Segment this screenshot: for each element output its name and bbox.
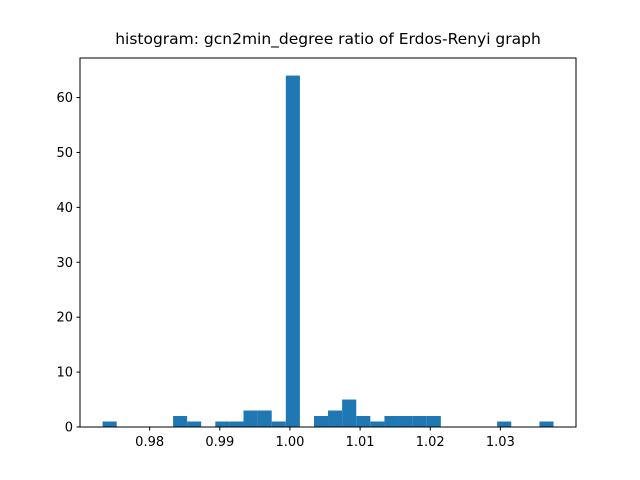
bar [539,421,554,427]
y-tick-label: 0 [65,421,73,436]
y-tick-label: 40 [56,201,73,216]
bar [398,416,413,427]
bar [412,416,427,427]
x-tick-label: 1.03 [486,435,515,450]
y-tick-label: 20 [56,311,73,326]
bar [285,75,300,428]
y-tick-label: 30 [56,256,73,271]
bar [257,410,272,427]
bar [173,416,188,427]
x-tick-label: 1.02 [416,435,445,450]
bar [356,416,371,427]
chart-title: histogram: gcn2min_degree ratio of Erdos… [115,30,541,49]
bar [215,421,230,427]
bar [342,399,357,427]
y-tick-label: 50 [56,146,73,161]
bar [426,416,441,427]
x-tick-label: 1.00 [275,435,304,450]
bar [243,410,258,427]
x-tick-label: 1.01 [346,435,375,450]
axes-frame [79,57,577,428]
bar [271,421,286,427]
y-tick-label: 60 [56,91,73,106]
y-tick-label: 10 [56,366,73,381]
bar [187,421,202,427]
x-tick-label: 0.99 [205,435,234,450]
bar [102,421,117,427]
bar [497,421,512,427]
plot-area: 0 10 20 30 40 50 60 0.98 0.99 1.00 1.01 1.02 1.03 [56,75,554,450]
bar [384,416,399,427]
bar [314,416,329,427]
bar [229,421,244,427]
bar [370,421,385,427]
x-tick-label: 0.98 [135,435,164,450]
bar [328,410,343,427]
